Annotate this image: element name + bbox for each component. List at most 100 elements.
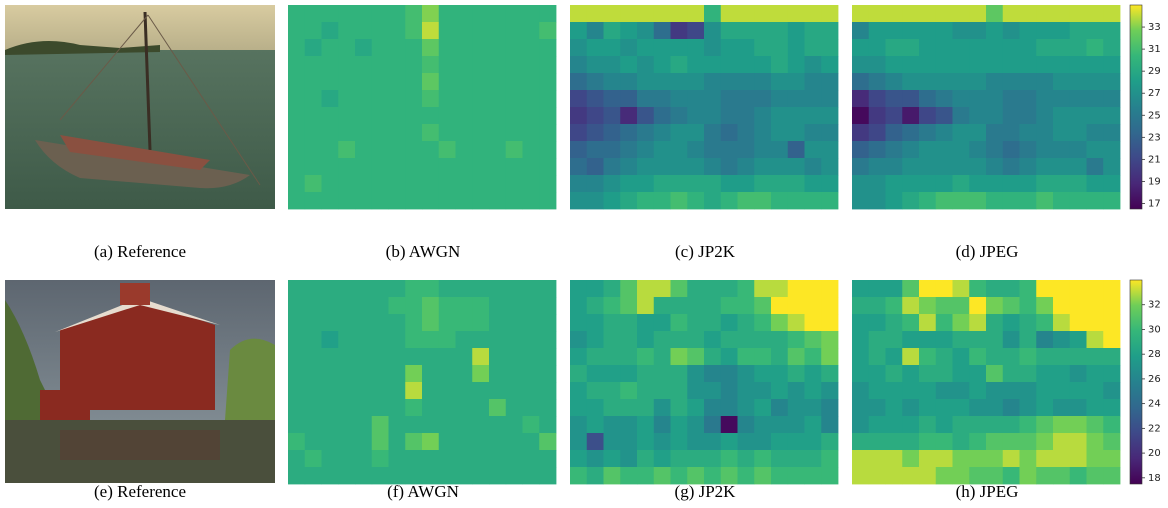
heatmap-cell xyxy=(570,399,587,416)
heatmap-cell xyxy=(936,158,953,175)
heatmap-cell xyxy=(936,399,953,416)
heatmap-cell xyxy=(489,192,506,209)
heatmap-cell xyxy=(439,141,456,158)
heatmap-cell xyxy=(637,365,654,382)
heatmap-cell xyxy=(1070,141,1087,158)
heatmap-cell xyxy=(506,5,523,22)
heatmap-cell xyxy=(489,467,506,484)
heatmap-cell xyxy=(322,365,339,382)
heatmap-cell xyxy=(671,467,688,484)
heatmap-cell xyxy=(852,175,869,192)
heatmap-cell xyxy=(1087,416,1104,433)
heatmap-cell xyxy=(869,158,886,175)
heatmap-cell xyxy=(355,175,372,192)
heatmap-cell xyxy=(1087,5,1104,22)
heatmap-cell xyxy=(821,192,838,209)
heatmap-cell xyxy=(604,433,621,450)
heatmap-cell xyxy=(687,450,704,467)
heatmap-cell xyxy=(288,124,305,141)
heatmap-cell xyxy=(472,331,489,348)
heatmap-cell xyxy=(1053,416,1070,433)
heatmap-cell xyxy=(637,73,654,90)
heatmap-cell xyxy=(604,107,621,124)
heatmap-cell xyxy=(570,348,587,365)
heatmap-cell xyxy=(1053,314,1070,331)
colorbar xyxy=(1130,5,1142,209)
heatmap-cell xyxy=(338,314,355,331)
heatmap-cell xyxy=(1087,158,1104,175)
heatmap-cell xyxy=(372,297,389,314)
heatmap-cell xyxy=(570,382,587,399)
heatmap-cell xyxy=(1070,314,1087,331)
heatmap-cell xyxy=(637,175,654,192)
heatmap-cell xyxy=(489,450,506,467)
heatmap-cell xyxy=(654,56,671,73)
heatmap-cell xyxy=(687,56,704,73)
heatmap-cell xyxy=(422,107,439,124)
heatmap-cell xyxy=(788,314,805,331)
heatmap-cell xyxy=(338,158,355,175)
heatmap-cell xyxy=(986,331,1003,348)
heatmap-cell xyxy=(372,416,389,433)
heatmap-cell xyxy=(405,158,422,175)
heatmap-cell xyxy=(1070,192,1087,209)
heatmap-cell xyxy=(1036,416,1053,433)
heatmap-cell xyxy=(1087,399,1104,416)
heatmap-cell xyxy=(1087,175,1104,192)
heatmap-cell xyxy=(489,158,506,175)
heatmap-cell xyxy=(1003,382,1020,399)
heatmap-cell xyxy=(1020,297,1037,314)
heatmap-cell xyxy=(422,314,439,331)
heatmap-cell xyxy=(506,365,523,382)
heatmap-cell xyxy=(506,124,523,141)
heatmap-cell xyxy=(1087,331,1104,348)
heatmap-cell xyxy=(389,450,406,467)
heatmap-cell xyxy=(338,433,355,450)
heatmap-cell xyxy=(671,297,688,314)
heatmap-cell xyxy=(969,365,986,382)
heatmap-cell xyxy=(919,192,936,209)
heatmap-cell xyxy=(788,297,805,314)
heatmap-cell xyxy=(869,365,886,382)
colorbar-tick-label: 17 xyxy=(1148,198,1161,209)
heatmap-cell xyxy=(919,297,936,314)
heatmap-cell xyxy=(771,399,788,416)
heatmap-cell xyxy=(422,124,439,141)
heatmap-cell xyxy=(788,90,805,107)
heatmap-cell xyxy=(654,399,671,416)
heatmap-cell xyxy=(969,450,986,467)
heatmap-cell xyxy=(953,39,970,56)
heatmap-cell xyxy=(654,450,671,467)
heatmap-cell xyxy=(1070,348,1087,365)
heatmap-cell xyxy=(439,280,456,297)
heatmap-cell xyxy=(338,365,355,382)
heatmap-cell xyxy=(852,416,869,433)
heatmap-cell xyxy=(687,399,704,416)
heatmap-cell xyxy=(322,56,339,73)
heatmap-cell xyxy=(472,73,489,90)
heatmap-cell xyxy=(472,433,489,450)
heatmap-cell xyxy=(620,433,637,450)
heatmap-cell xyxy=(1103,416,1120,433)
heatmap-cell xyxy=(1053,365,1070,382)
heatmap-cell xyxy=(805,39,822,56)
heatmap-cell xyxy=(637,348,654,365)
heatmap-cell xyxy=(506,348,523,365)
heatmap-cell xyxy=(1003,416,1020,433)
heatmap-cell xyxy=(869,22,886,39)
heatmap-cell xyxy=(355,433,372,450)
heatmap-cell xyxy=(771,331,788,348)
heatmap-cell xyxy=(671,107,688,124)
heatmap-cell xyxy=(869,467,886,484)
heatmap-cell xyxy=(953,107,970,124)
heatmap-cell xyxy=(986,280,1003,297)
heatmap-cell xyxy=(1003,192,1020,209)
heatmap-cell xyxy=(671,22,688,39)
heatmap-cell xyxy=(422,297,439,314)
colorbar-tick-label: 30 xyxy=(1148,324,1161,335)
heatmap-cell xyxy=(637,314,654,331)
heatmap-cell xyxy=(754,450,771,467)
heatmap-cell xyxy=(305,141,322,158)
heatmap-cell xyxy=(654,39,671,56)
heatmap-cell xyxy=(1036,399,1053,416)
